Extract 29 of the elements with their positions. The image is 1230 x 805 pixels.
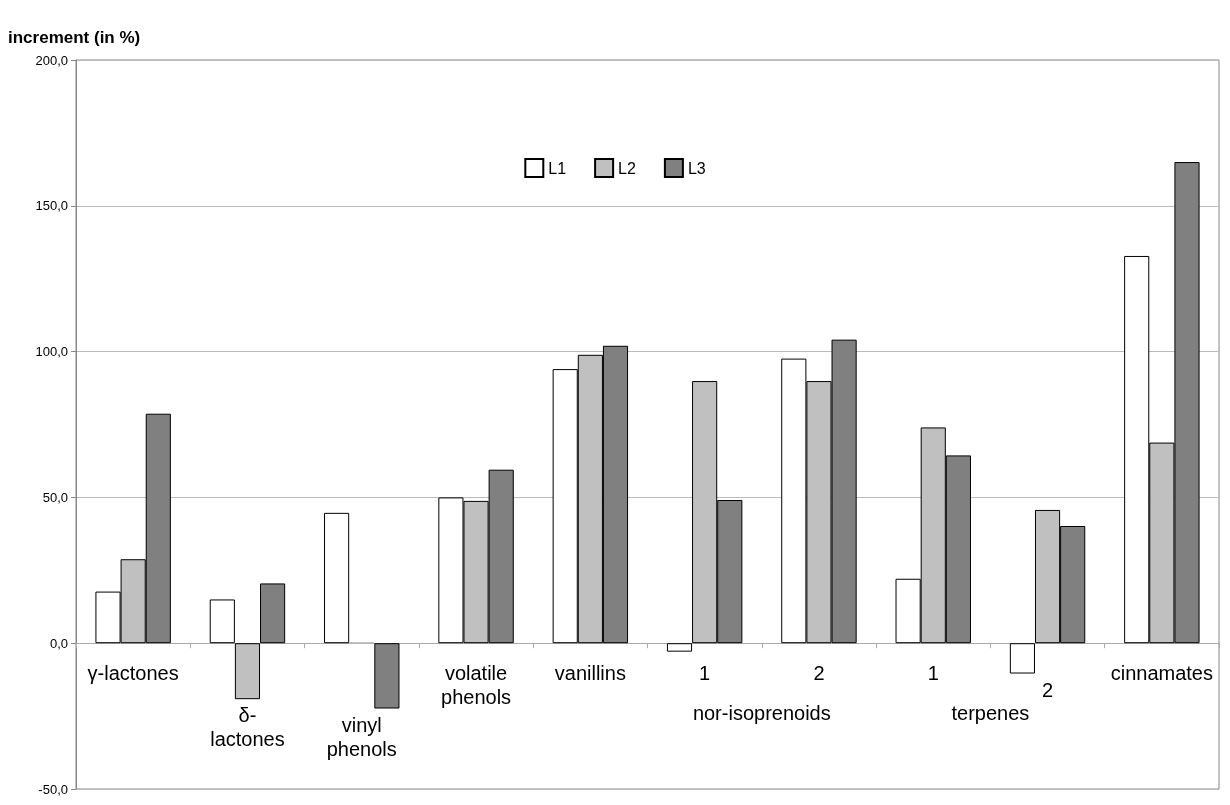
x-tick-label: δ- lactones [210, 704, 285, 751]
x-tick-label: vinyl phenols [326, 713, 397, 760]
x-tick-label: cinnamates [1110, 662, 1213, 685]
x-tick-label: vanillins [554, 662, 626, 685]
x-tick-label: 2 [813, 662, 825, 685]
y-tick-label: 0,0 [49, 635, 68, 651]
bar [209, 599, 235, 644]
y-tick-label: 100,0 [35, 344, 68, 360]
annotation: terpenes [951, 702, 1030, 725]
bar [1009, 643, 1035, 674]
x-tick-label: volatile phenols [441, 662, 512, 709]
x-tick-label: 2 [1041, 678, 1054, 701]
x-tick-label: 1 [927, 662, 939, 685]
y-tick-label: 200,0 [35, 52, 68, 68]
legend-label: L3 [687, 159, 706, 177]
x-tick-label: 1 [699, 662, 711, 685]
legend-label: L1 [548, 159, 567, 177]
y-tick-label: 150,0 [35, 198, 68, 214]
bar [666, 643, 693, 652]
bar [324, 512, 350, 644]
bar [260, 583, 286, 644]
x-tick-label: γ-lactones [87, 662, 179, 685]
bar [374, 643, 400, 709]
y-axis-title: increment (in %) [8, 28, 141, 47]
bar [234, 643, 261, 700]
y-tick-label: -50,0 [38, 781, 68, 797]
y-tick-label: 50,0 [42, 489, 68, 505]
annotation: nor-isoprenoids [692, 702, 831, 725]
legend-label: L2 [618, 159, 636, 177]
